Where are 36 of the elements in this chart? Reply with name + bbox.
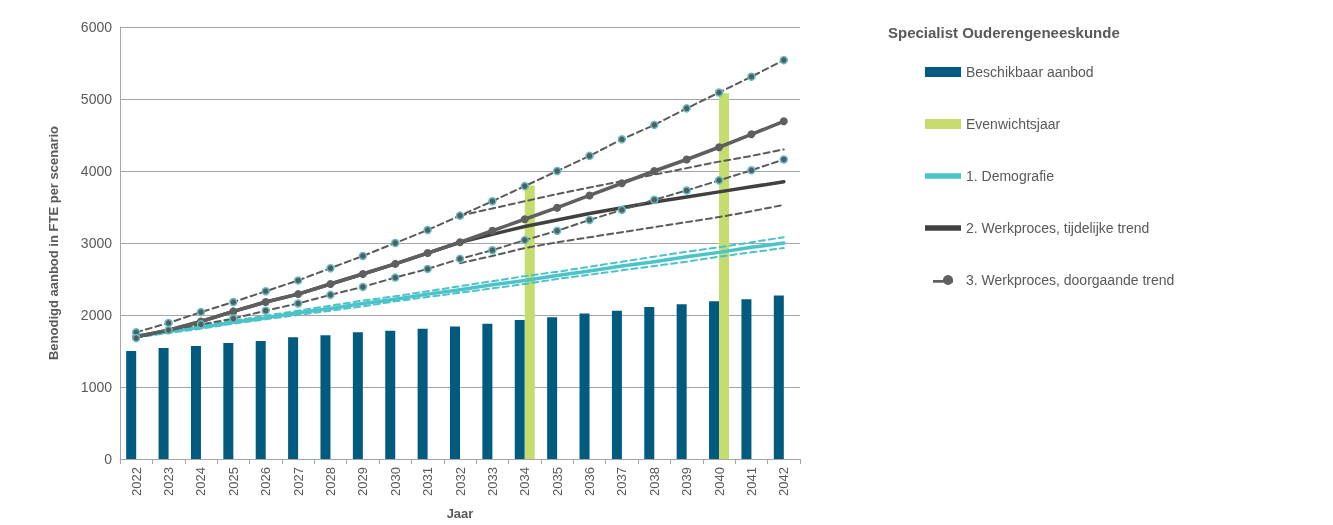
x-tick-label: 2033 (484, 467, 500, 496)
x-tick-label: 2027 (290, 467, 306, 496)
y-tick-label: 2000 (80, 307, 113, 323)
legend-title: Specialist Ouderengeneeskunde (888, 24, 1120, 41)
y-tick-label: 1000 (80, 379, 113, 395)
y-tick-label: 5000 (80, 91, 113, 107)
x-tick-label: 2034 (517, 467, 533, 496)
x-tick-label: 2030 (387, 467, 403, 496)
x-tick-label: 2028 (322, 467, 338, 496)
y-tick-label: 6000 (80, 19, 113, 35)
legend-label: 1. Demografie (966, 168, 1055, 184)
legend-label: 2. Werkproces, tijdelijke trend (966, 220, 1150, 236)
legend-label: 3. Werkproces, doorgaande trend (966, 272, 1175, 288)
x-axis-title: Jaar (446, 506, 474, 521)
legend-label: Evenwichtsjaar (966, 116, 1061, 132)
x-tick-label: 2032 (452, 467, 468, 496)
x-tick-label: 2035 (549, 467, 565, 496)
x-tick-label: 2022 (128, 467, 144, 496)
x-tick-label: 2031 (420, 467, 436, 496)
x-tick-label: 2026 (258, 467, 274, 496)
x-tick-label: 2037 (614, 467, 630, 496)
legend-label: Beschikbaar aanbod (966, 64, 1094, 80)
x-tick-label: 2025 (225, 467, 241, 496)
x-tick-label: 2038 (646, 467, 662, 496)
y-axis-title: Benodigd aanbod in FTE per scenario (46, 125, 61, 361)
x-tick-label: 2024 (193, 467, 209, 496)
y-tick-label: 4000 (80, 163, 113, 179)
x-tick-label: 2029 (355, 467, 371, 496)
x-tick-label: 2039 (679, 467, 695, 496)
x-tick-label: 2036 (582, 467, 598, 496)
x-tick-label: 2042 (776, 467, 792, 496)
x-tick-label: 2040 (711, 467, 727, 496)
x-tick-label: 2041 (743, 467, 759, 496)
x-tick-label: 2023 (161, 467, 177, 496)
y-tick-label: 3000 (80, 235, 113, 251)
y-tick-label: 0 (104, 451, 113, 467)
